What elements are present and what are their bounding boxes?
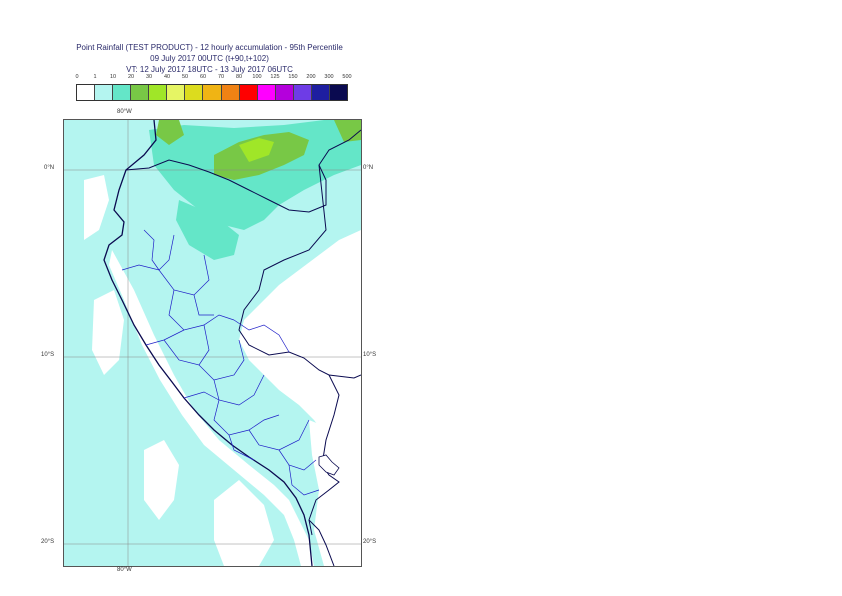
title-line-1: Point Rainfall (TEST PRODUCT) - 12 hourl… — [76, 43, 343, 52]
legend-swatch — [131, 85, 150, 100]
lat-label-right-0: 0°N — [363, 165, 374, 171]
lake-titicaca — [318, 454, 340, 476]
map-panel[interactable] — [63, 119, 362, 567]
lat-label-right-10s: 10°S — [363, 352, 377, 358]
legend-tick-label: 1 — [93, 74, 97, 80]
legend-tick-label: 10 — [109, 74, 117, 80]
legend-swatch — [275, 85, 294, 100]
map-svg — [64, 120, 361, 566]
lon-label-bottom: 80°W — [117, 567, 132, 573]
legend-tick-label: 70 — [217, 74, 225, 80]
legend-bar — [76, 84, 348, 101]
rain-field-green-3 — [334, 120, 361, 142]
rain-field-medium-2 — [176, 200, 239, 260]
legend-swatch — [113, 85, 132, 100]
legend-tick-label: 30 — [145, 74, 153, 80]
dry-patch-ocean-2 — [92, 290, 124, 375]
dry-coastal-strip — [109, 250, 314, 566]
lat-label-left-0: 0°N — [44, 165, 55, 171]
legend-tick-label: 0 — [75, 74, 79, 80]
color-legend: 0 1 10 20 30 40 50 60 70 80 100 125 150 200 300 500 — [75, 74, 356, 101]
ecuador-peru-border — [125, 129, 361, 213]
lat-label-right-20s: 20°S — [363, 539, 377, 545]
peru-bolivia-border — [308, 374, 340, 536]
legend-swatch — [203, 85, 222, 100]
legend-swatch — [239, 85, 258, 100]
map-title: Point Rainfall (TEST PRODUCT) - 12 hourl… — [52, 42, 367, 75]
legend-swatch — [185, 85, 204, 100]
legend-tick-label: 125 — [270, 74, 280, 80]
legend-swatch — [149, 85, 168, 100]
peru-colombia-brazil-border — [238, 164, 361, 379]
legend-swatch — [77, 85, 96, 100]
legend-swatch — [311, 85, 330, 100]
rain-field-light — [64, 120, 361, 566]
legend-tick-label: 20 — [127, 74, 135, 80]
lon-label-top: 80°W — [117, 109, 132, 115]
title-line-2: 09 July 2017 00UTC (t+90,t+102) — [150, 54, 269, 63]
lat-label-left-10s: 10°S — [41, 352, 55, 358]
legend-tick-label: 50 — [181, 74, 189, 80]
title-line-3: VT: 12 July 2017 18UTC - 13 July 2017 06… — [126, 65, 293, 74]
rain-field-yellowgreen — [239, 138, 274, 162]
legend-tick-label: 100 — [252, 74, 262, 80]
legend-tick-label: 300 — [324, 74, 334, 80]
legend-tick-label: 40 — [163, 74, 171, 80]
lat-label-left-20s: 20°S — [41, 539, 55, 545]
legend-tick-label: 200 — [306, 74, 316, 80]
bolivia-chile-border — [308, 519, 335, 566]
legend-tick-label: 500 — [342, 74, 352, 80]
legend-swatch — [329, 85, 347, 100]
dry-patch-ocean-1 — [84, 175, 109, 240]
legend-swatch — [167, 85, 186, 100]
dry-patch-ocean-3 — [144, 440, 179, 520]
legend-swatch — [257, 85, 276, 100]
legend-labels: 0 1 10 20 30 40 50 60 70 80 100 125 150 200 300 500 — [75, 74, 356, 84]
rain-field-green-2 — [156, 120, 184, 145]
legend-swatch — [293, 85, 312, 100]
legend-tick-label: 80 — [235, 74, 243, 80]
dry-patch-ocean-4 — [214, 480, 274, 566]
legend-tick-label: 60 — [199, 74, 207, 80]
legend-swatch — [221, 85, 240, 100]
legend-tick-label: 150 — [288, 74, 298, 80]
regional-boundaries — [121, 229, 320, 496]
legend-swatch — [95, 85, 114, 100]
